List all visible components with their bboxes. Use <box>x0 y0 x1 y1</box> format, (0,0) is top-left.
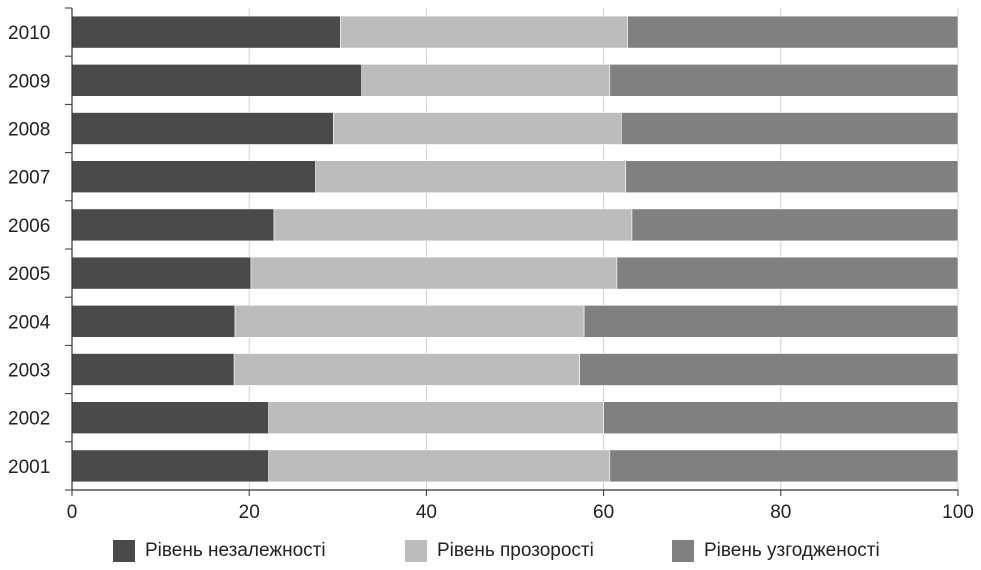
legend-swatch-coherence <box>672 540 694 562</box>
y-tick-label-2005: 2005 <box>8 264 50 285</box>
bar-2010-series-2 <box>627 15 959 49</box>
x-tick-label-100: 100 <box>942 502 974 523</box>
y-tick-label-2002: 2002 <box>8 409 50 430</box>
bar-2002-series-1 <box>268 401 604 435</box>
bar-2006-series-0 <box>71 208 275 242</box>
bar-2009-series-1 <box>361 64 611 97</box>
bar-2003-series-1 <box>233 353 580 386</box>
bar-2004-series-0 <box>71 304 236 338</box>
bar-2004-series-2 <box>583 304 959 338</box>
y-tick-label-2003: 2003 <box>8 361 50 382</box>
bar-2004-series-1 <box>234 304 585 338</box>
y-tick-label-2006: 2006 <box>8 216 50 237</box>
legend-swatch-independence <box>113 540 135 562</box>
bar-2006-series-2 <box>631 208 959 242</box>
bar-2007-series-1 <box>315 160 627 193</box>
legend-label-transparency: Рівень прозорості <box>437 540 594 561</box>
y-tick-label-2008: 2008 <box>8 120 50 141</box>
legend-item-transparency: Рівень прозорості <box>405 540 594 562</box>
bar-2007-series-2 <box>625 160 959 193</box>
y-tick-label-2007: 2007 <box>8 168 50 189</box>
y-tick-label-2010: 2010 <box>8 23 50 44</box>
bar-2006-series-1 <box>273 208 633 242</box>
stacked-bar-chart: 2010200920082007200620052004200320022001… <box>8 7 974 523</box>
bar-2008-series-0 <box>71 112 334 145</box>
bar-2010-series-0 <box>71 15 341 49</box>
bar-2003-series-0 <box>71 353 235 386</box>
bars <box>71 15 959 483</box>
x-tick-label-0: 0 <box>67 502 78 523</box>
bar-2001-series-2 <box>609 449 959 483</box>
x-tick-label-20: 20 <box>239 502 260 523</box>
legend-label-coherence: Рівень узгодженості <box>704 540 880 561</box>
x-tick-label-80: 80 <box>770 502 791 523</box>
legend-item-coherence: Рівень узгодженості <box>672 540 880 562</box>
legend: Рівень незалежності Рівень прозорості Рі… <box>0 534 981 570</box>
bar-2009-series-2 <box>609 64 959 97</box>
bar-2001-series-0 <box>71 449 269 483</box>
bar-2001-series-1 <box>268 449 611 483</box>
bar-2009-series-0 <box>71 64 363 97</box>
legend-item-independence: Рівень незалежності <box>113 540 326 562</box>
bar-2002-series-2 <box>603 401 959 435</box>
bar-2003-series-2 <box>579 353 959 386</box>
legend-label-independence: Рівень незалежності <box>145 540 326 561</box>
y-tick-label-2001: 2001 <box>8 457 50 478</box>
bar-2010-series-1 <box>340 15 628 49</box>
legend-swatch-transparency <box>405 540 427 562</box>
bar-2008-series-1 <box>333 112 622 145</box>
x-tick-label-40: 40 <box>416 502 437 523</box>
y-tick-label-2009: 2009 <box>8 71 50 92</box>
bar-2005-series-0 <box>71 256 252 290</box>
bar-2002-series-0 <box>71 401 269 435</box>
axes: 2010200920082007200620052004200320022001… <box>8 7 974 523</box>
y-tick-label-2004: 2004 <box>8 312 51 333</box>
bar-2007-series-0 <box>71 160 316 193</box>
bar-2005-series-2 <box>616 256 959 290</box>
bar-2008-series-2 <box>621 112 959 145</box>
bar-2005-series-1 <box>250 256 618 290</box>
x-tick-label-60: 60 <box>593 502 614 523</box>
